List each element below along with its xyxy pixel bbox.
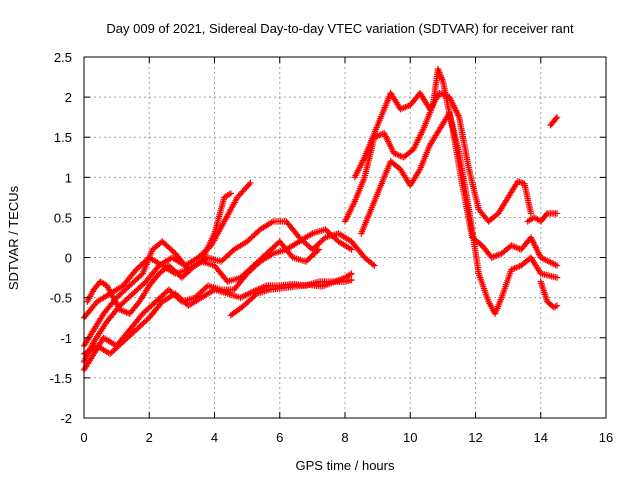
data-point: [527, 210, 535, 217]
y-tick-label: -0.5: [50, 291, 72, 306]
data-point: [247, 179, 254, 187]
series-arc-11: [524, 210, 561, 225]
data-point: [552, 115, 560, 122]
x-tick-label: 12: [468, 430, 482, 445]
data-point: [348, 246, 355, 253]
data-point: [227, 190, 235, 197]
x-tick-label: 2: [146, 430, 153, 445]
series-arc-9: [351, 89, 535, 225]
y-tick-label: -1: [60, 331, 72, 346]
series-arc-4: [84, 218, 378, 317]
y-tick-label: -1.5: [50, 371, 72, 386]
x-tick-label: 6: [276, 430, 283, 445]
data-point: [369, 261, 377, 268]
data-point: [553, 262, 561, 269]
series-arc-13: [547, 113, 561, 129]
x-tick-label: 4: [211, 430, 218, 445]
x-tick-label: 0: [80, 430, 87, 445]
x-tick-label: 8: [341, 430, 348, 445]
data-point: [348, 276, 355, 284]
data-point: [553, 302, 561, 309]
data-point: [553, 274, 561, 281]
data-point: [553, 113, 561, 121]
data-point: [314, 247, 321, 255]
series-arc-12: [537, 278, 561, 311]
data-marks: [80, 65, 561, 374]
x-tick-label: 10: [403, 430, 417, 445]
series-arc-8: [341, 65, 561, 269]
data-point: [552, 303, 559, 310]
data-point: [348, 270, 355, 277]
x-tick-label: 16: [599, 430, 613, 445]
data-point: [553, 210, 561, 217]
y-axis-label: SDTVAR / TECUs: [6, 185, 21, 290]
axis-ticks: 0 2 4 6 8 10 12 14 16 -2 -1.5 -1 -0.5 0 0.5 1 1.5 2 2.5: [50, 50, 614, 445]
y-tick-label: 0.5: [54, 210, 72, 225]
y-tick-label: 1: [65, 170, 72, 185]
y-tick-label: 2.5: [54, 50, 72, 65]
x-axis-label: GPS time / hours: [296, 458, 395, 473]
data-point: [371, 262, 378, 269]
y-tick-label: 0: [65, 251, 72, 266]
y-tick-label: 2: [65, 90, 72, 105]
data-point: [252, 291, 259, 299]
series-arc-7: [227, 270, 355, 319]
chart-title: Day 009 of 2021, Sidereal Day-to-day VTE…: [106, 21, 574, 36]
data-point: [245, 181, 253, 188]
y-tick-label: 1.5: [54, 130, 72, 145]
y-tick-label: -2: [60, 411, 72, 426]
series-arc-10: [358, 109, 561, 317]
x-tick-label: 14: [534, 430, 548, 445]
data-point: [320, 235, 328, 243]
series-arc-2: [80, 179, 254, 366]
data-point: [315, 246, 323, 253]
